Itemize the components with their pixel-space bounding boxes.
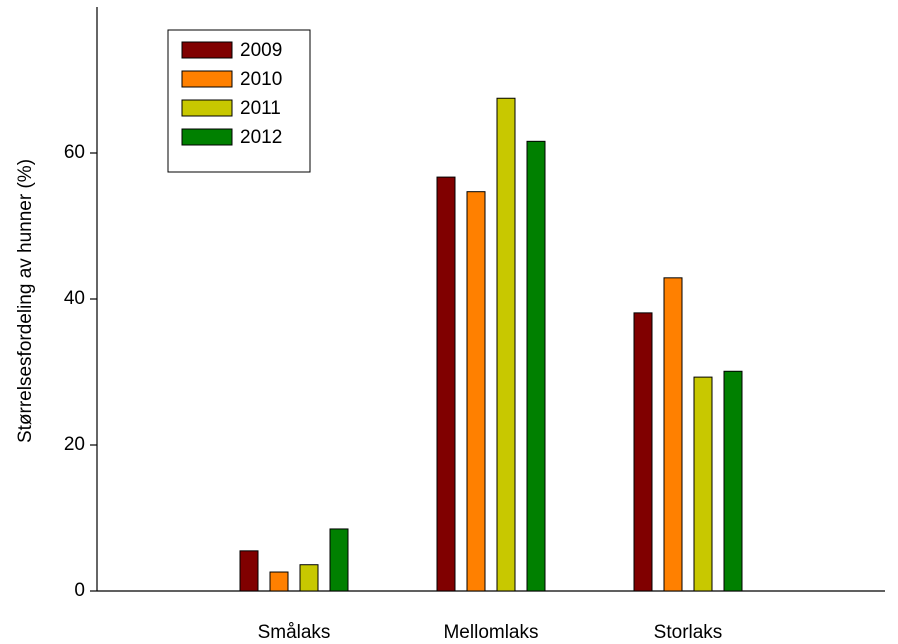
bar [723,370,743,592]
bar [329,528,349,592]
y-axis-label: Størrelsesfordeling av hunner (%) [15,159,36,443]
legend-label: 2010 [240,69,282,90]
bar [239,550,259,592]
legend-label: 2012 [240,127,282,148]
bar [299,564,319,592]
legend-swatch [181,128,233,146]
y-tick-label: 40 [64,288,85,309]
legend-swatch [181,70,233,88]
legend-swatch [181,99,233,117]
bar [496,97,516,592]
bar [633,312,653,592]
x-tick-label: Mellomlaks [443,622,538,643]
legend-label: 2011 [240,98,281,119]
bar [466,191,486,592]
bar [436,176,456,592]
x-tick-label: Storlaks [654,622,723,643]
bar [269,571,289,592]
legend-label: 2009 [240,40,282,61]
y-tick-label: 60 [64,142,85,163]
bar [663,277,683,592]
y-tick-label: 0 [74,580,85,601]
bar [693,376,713,592]
x-tick-label: Smålaks [258,622,331,643]
legend-swatch [181,41,233,59]
y-tick-label: 20 [64,434,85,455]
bar [526,140,546,592]
